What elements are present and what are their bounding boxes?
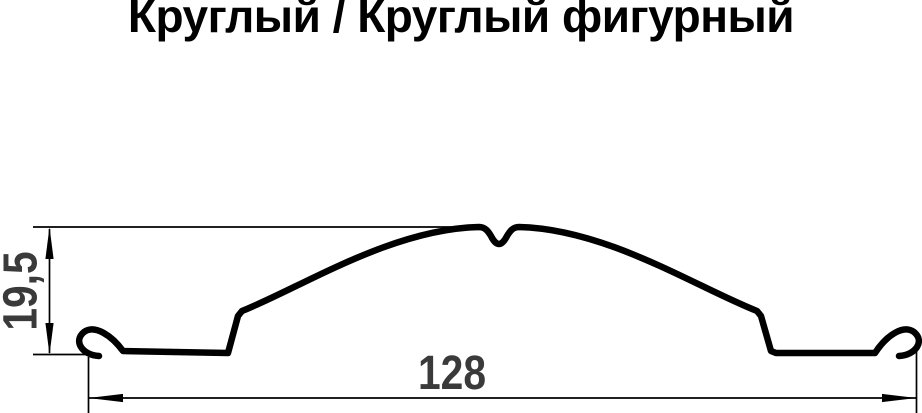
dimension-arrows [45,227,917,403]
arrow-right-icon [882,393,917,403]
height-dimension-label: 19,5 [0,251,47,330]
page-title: Круглый / Круглый фигурный [127,0,795,42]
width-dimension-label: 128 [418,347,486,400]
arrow-down-icon [45,323,54,355]
picket-profile-outline [76,223,922,360]
arrow-up-icon [45,227,54,259]
arrow-left-icon [88,393,123,403]
